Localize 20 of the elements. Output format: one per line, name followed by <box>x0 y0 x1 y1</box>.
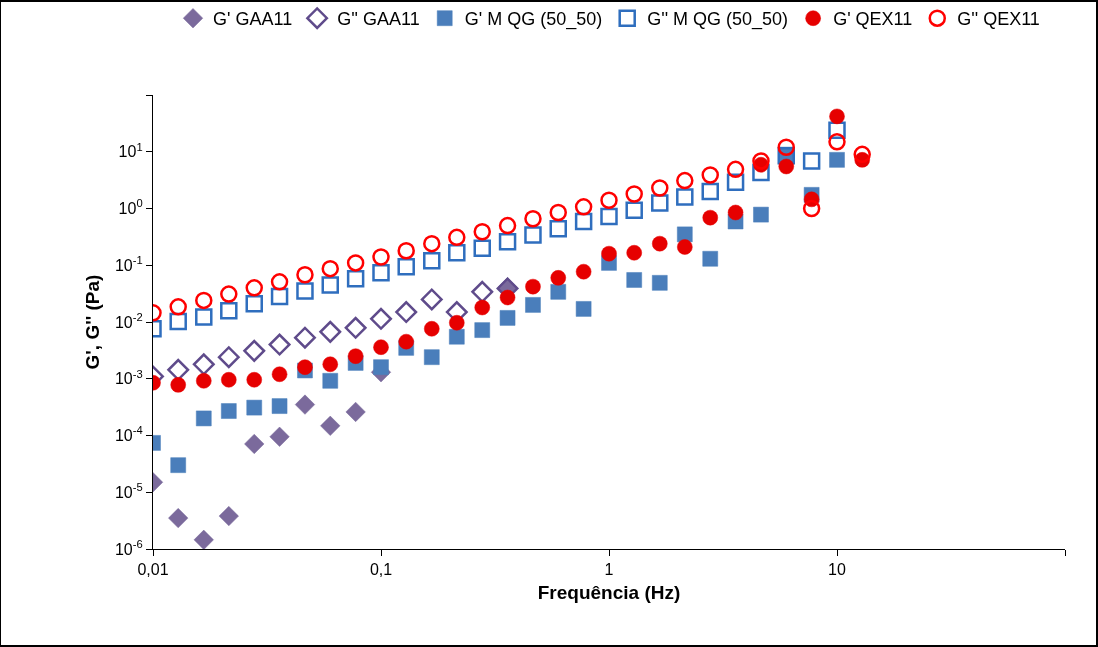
x-axis-title: Frequência (Hz) <box>537 582 681 604</box>
y-tick-label: 10$^{-2}$ <box>114 310 143 331</box>
legend-label: G' QEX11 <box>833 9 913 30</box>
y-tick-label: 10$^{-6}$ <box>114 537 143 558</box>
legend-label: G' M QG (50_50) <box>464 9 603 31</box>
y-tick-label: 10$^{1}$ <box>118 140 143 161</box>
legend-label: G'' QEX11 <box>957 9 1040 30</box>
x-tick-label: 10 <box>828 561 846 579</box>
x-tick-label: 1 <box>604 561 614 579</box>
x-tick-label: 0,01 <box>137 561 169 579</box>
y-tick-label: 10$^{-5}$ <box>114 481 143 501</box>
y-tick-label: 10$^{0}$ <box>118 197 143 218</box>
y-tick-label: 10$^{-1}$ <box>114 254 143 274</box>
legend-label: G'' GAA11 <box>337 9 420 30</box>
y-tick-label: 10$^{-4}$ <box>114 424 143 445</box>
x-tick-label: 0,1 <box>369 561 393 579</box>
y-axis-title: G', G'' (Pa) <box>81 274 103 370</box>
y-tick-label: 10$^{-3}$ <box>114 367 143 388</box>
legend-label: G'' M QG (50_50) <box>647 9 789 31</box>
legend-label: G' GAA11 <box>213 9 293 30</box>
